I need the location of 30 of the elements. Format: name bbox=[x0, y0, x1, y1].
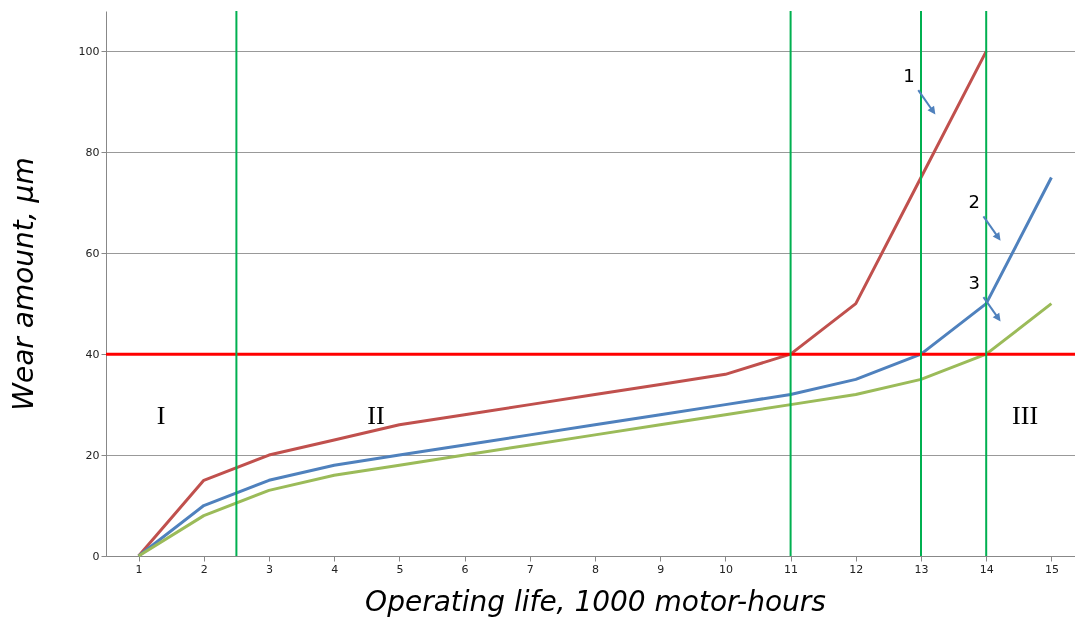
x-axis-title: Operating life, 1000 motor-hours bbox=[365, 584, 826, 618]
y-tick-label: 100 bbox=[78, 44, 100, 58]
x-tick-label: 12 bbox=[849, 562, 864, 576]
text: 2 bbox=[968, 191, 981, 213]
x-tick-label: 2 bbox=[200, 562, 208, 576]
x-tick-label: 7 bbox=[526, 562, 534, 576]
x-tick-label: 1 bbox=[135, 562, 143, 576]
y-tick-label: 0 bbox=[92, 549, 100, 563]
x-tick-label: 9 bbox=[657, 562, 665, 576]
y-axis-title: Wear amount, µm bbox=[6, 157, 40, 411]
x-tick-label: 15 bbox=[1044, 562, 1059, 576]
x-tick-label: 14 bbox=[979, 562, 994, 576]
x-tick-label: 3 bbox=[266, 562, 273, 576]
annotation: III bbox=[1012, 400, 1039, 430]
x-tick-label: 6 bbox=[461, 562, 469, 576]
text: 3 bbox=[968, 271, 981, 293]
annotation: I bbox=[156, 400, 166, 430]
x-tick-label: 11 bbox=[784, 562, 799, 576]
y-tick-label: 40 bbox=[85, 347, 100, 361]
x-tick-label: 13 bbox=[914, 562, 929, 576]
y-tick-label: 20 bbox=[85, 448, 100, 462]
x-tick-label: 4 bbox=[331, 562, 339, 576]
annotation: II bbox=[367, 400, 385, 430]
x-tick-label: 10 bbox=[718, 562, 733, 576]
y-tick-label: 60 bbox=[85, 246, 100, 260]
x-tick-label: 5 bbox=[396, 562, 404, 576]
y-tick-label: 80 bbox=[85, 145, 100, 159]
text: 1 bbox=[903, 65, 915, 87]
line-series bbox=[137, 302, 1053, 558]
x-tick-label: 8 bbox=[592, 562, 599, 576]
